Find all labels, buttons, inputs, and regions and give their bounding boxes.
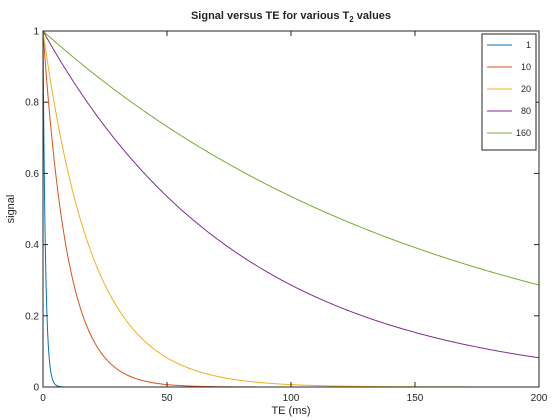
x-tick-label: 100 [283, 393, 300, 404]
series-line-160 [42, 30, 540, 286]
plot-area [43, 31, 539, 387]
x-tick-label: 50 [161, 393, 173, 404]
y-axis-label: signal [5, 195, 17, 224]
legend-label-80: 80 [521, 106, 531, 116]
y-tick-label: 0.8 [25, 98, 39, 109]
y-tick-label: 0 [33, 383, 39, 394]
chart-title: Signal versus TE for various T2 values [191, 10, 391, 24]
legend-label-1: 1 [526, 40, 531, 50]
ticks-layer: 0 50 100 150 200 0 0.2 0.4 0.6 0.8 1 [25, 27, 548, 405]
y-tick-label: 0.2 [25, 311, 39, 322]
x-tick-label: 150 [407, 393, 424, 404]
x-tick-label: 200 [531, 393, 548, 404]
y-tick-label: 0.6 [25, 169, 39, 180]
legend-label-20: 20 [521, 84, 531, 94]
chart-title-main: Signal versus TE for various T [191, 10, 350, 22]
chart-title-subscript: 2 [349, 15, 354, 24]
series-line-80 [42, 30, 540, 359]
x-axis-label: TE (ms) [271, 405, 310, 417]
legend-label-160: 160 [516, 128, 531, 138]
legend-box [481, 33, 537, 151]
x-tick-label: 0 [40, 393, 46, 404]
legend: 1 10 20 80 160 [481, 33, 537, 151]
legend-label-10: 10 [521, 62, 531, 72]
chart-title-tail: values [354, 10, 391, 22]
y-tick-label: 1 [33, 27, 39, 38]
y-tick-label: 0.4 [25, 240, 39, 251]
